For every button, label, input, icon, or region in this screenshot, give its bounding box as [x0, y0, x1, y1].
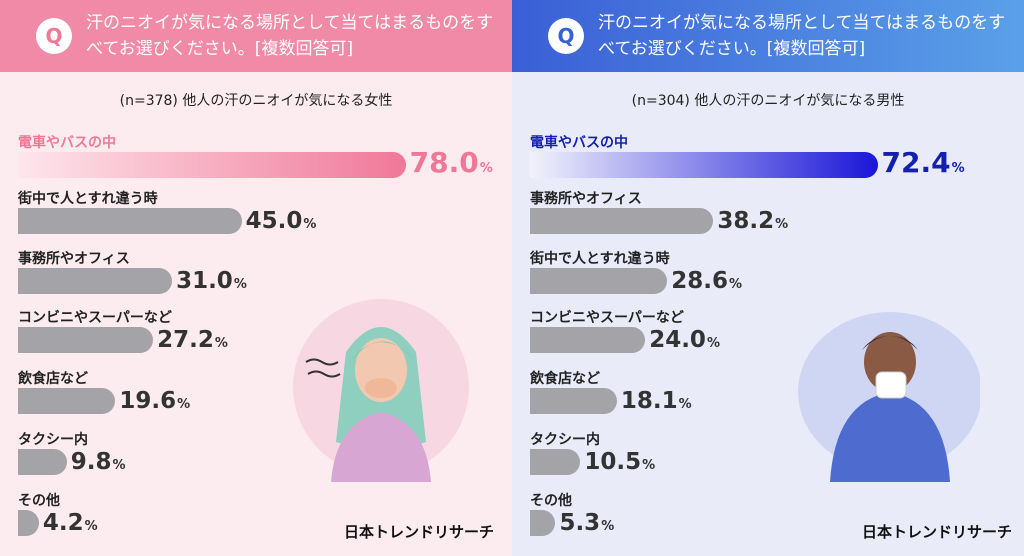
question-header: Q 汗のニオイが気になる場所として当てはまるものをすべてお選びください。[複数回… — [512, 0, 1024, 72]
category-label: 街中で人とすれ違う時 — [530, 251, 670, 267]
category-label: 電車やバスの中 — [18, 135, 116, 151]
value-label: 5.3% — [559, 510, 615, 536]
category-label: コンビニやスーパーなど — [530, 310, 684, 326]
male-panel: Q 汗のニオイが気になる場所として当てはまるものをすべてお選びください。[複数回… — [512, 0, 1024, 556]
value-label: 31.0% — [176, 268, 247, 294]
value-label: 72.4% — [881, 146, 965, 179]
question-text: 汗のニオイが気になる場所として当てはまるものをすべてお選びください。[複数回答可… — [86, 13, 494, 59]
bar — [530, 208, 714, 234]
value-label: 38.2% — [717, 208, 789, 234]
question-header: Q 汗のニオイが気になる場所として当てはまるものをすべてお選びください。[複数回… — [0, 0, 512, 72]
chart-subtitle: (n=304) 他人の汗のニオイが気になる男性 — [631, 93, 905, 109]
category-label: 街中で人とすれ違う時 — [18, 191, 158, 207]
value-label: 28.6% — [671, 268, 743, 294]
value-label: 24.0% — [649, 327, 720, 353]
value-label: 4.2% — [42, 510, 98, 536]
company-logo: 日本トレンドリサーチ — [344, 523, 495, 541]
chart-subtitle: (n=378) 他人の汗のニオイが気になる女性 — [119, 93, 393, 109]
value-label: 10.5% — [584, 449, 656, 475]
bar — [18, 152, 406, 178]
bar — [18, 327, 154, 353]
category-label: 飲食店など — [530, 371, 600, 387]
bar — [18, 268, 173, 294]
question-badge: Q — [36, 18, 72, 54]
category-label: タクシー内 — [18, 432, 88, 448]
value-label: 19.6% — [119, 388, 191, 414]
value-label: 45.0% — [245, 208, 317, 234]
value-label: 27.2% — [157, 327, 228, 353]
woman-illustration — [293, 299, 469, 482]
question-text: 汗のニオイが気になる場所として当てはまるものをすべてお選びください。[複数回答可… — [598, 13, 1006, 59]
category-label: 電車やバスの中 — [530, 135, 628, 151]
value-label: 9.8% — [70, 449, 126, 475]
bar — [530, 388, 617, 414]
bar — [18, 208, 242, 234]
bar — [530, 152, 878, 178]
bar — [530, 268, 668, 294]
value-label: 18.1% — [620, 388, 692, 414]
category-label: その他 — [18, 493, 60, 509]
category-label: 事務所やオフィス — [18, 251, 130, 267]
bar — [530, 449, 581, 475]
category-label: コンビニやスーパーなど — [18, 310, 172, 326]
category-label: 飲食店など — [18, 371, 88, 387]
question-badge: Q — [548, 18, 584, 54]
bar — [18, 388, 116, 414]
value-label: 78.0% — [409, 146, 493, 179]
bar — [530, 327, 646, 353]
bar — [530, 510, 556, 536]
bar — [18, 510, 39, 536]
man-illustration — [798, 312, 980, 482]
bar — [18, 449, 67, 475]
company-logo: 日本トレンドリサーチ — [862, 523, 1013, 541]
female-panel: Q 汗のニオイが気になる場所として当てはまるものをすべてお選びください。[複数回… — [0, 0, 512, 556]
category-label: 事務所やオフィス — [530, 191, 642, 207]
category-label: その他 — [530, 493, 572, 509]
category-label: タクシー内 — [530, 432, 600, 448]
